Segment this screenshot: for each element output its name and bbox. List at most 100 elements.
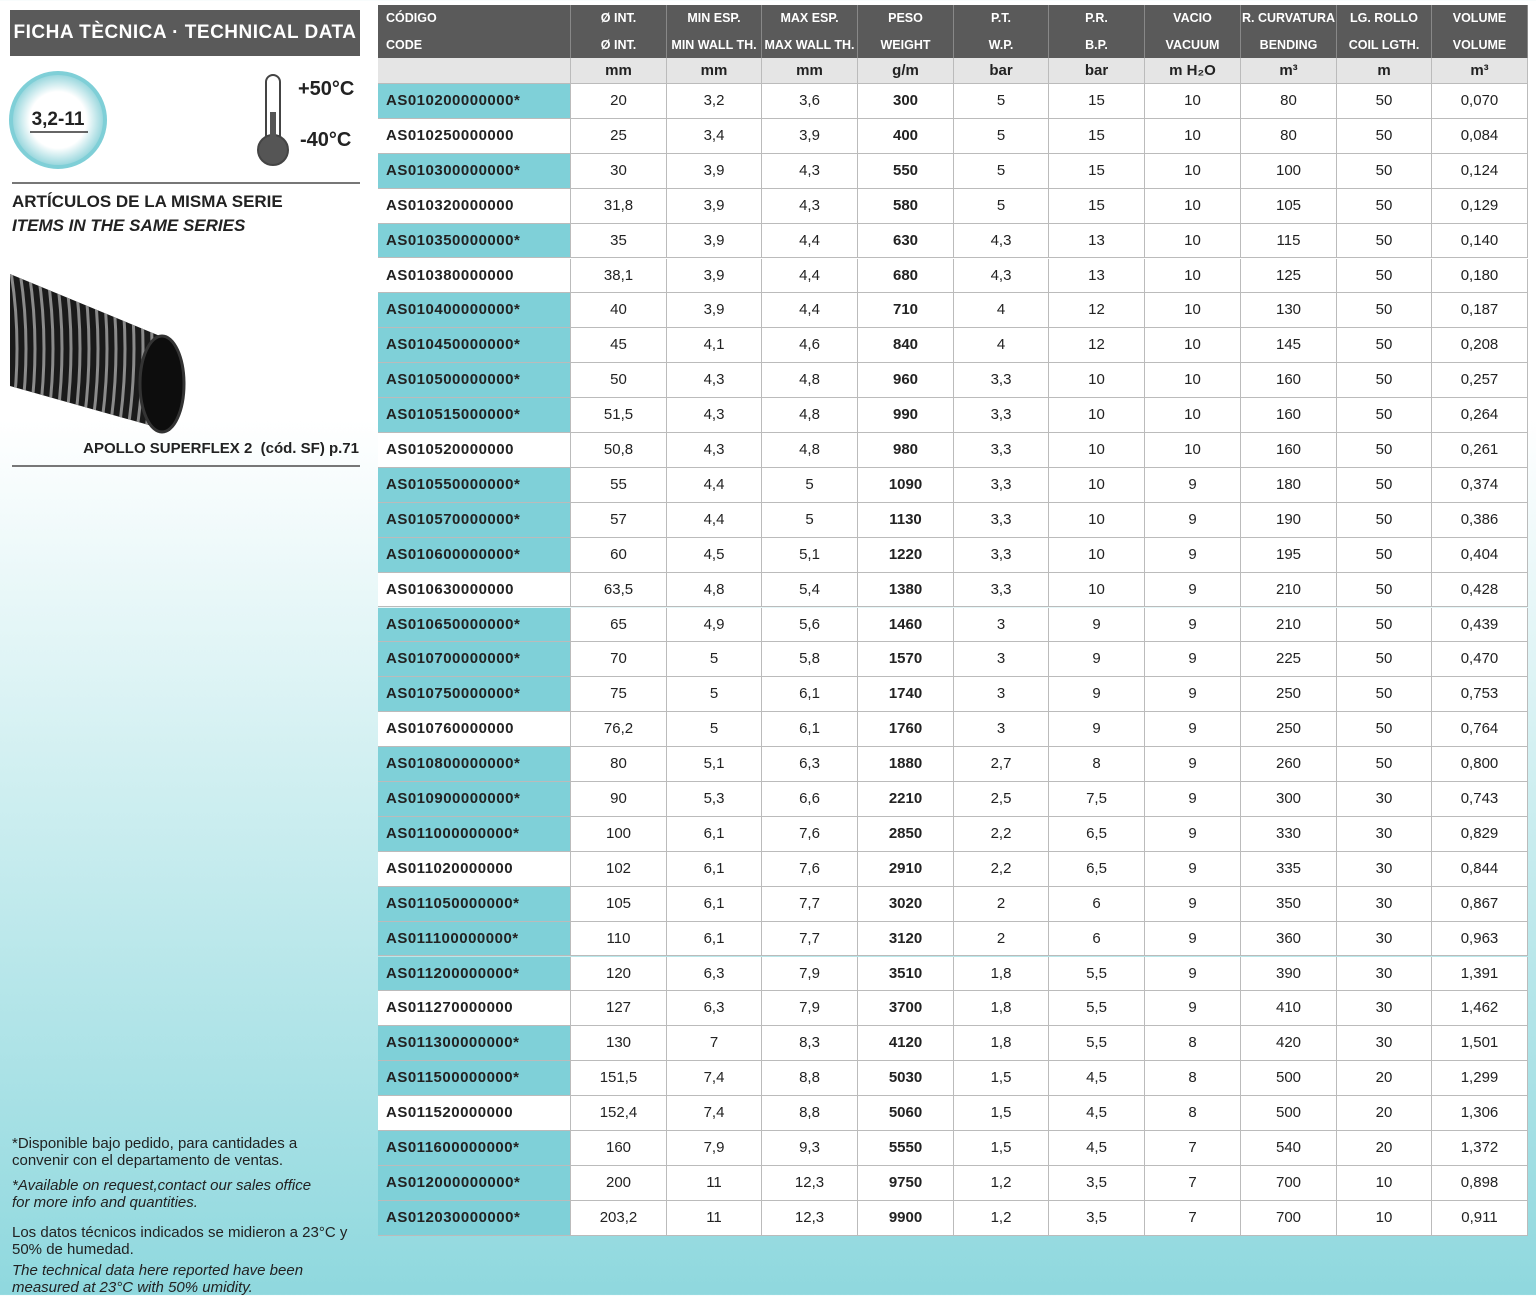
value-cell: 0,829: [1432, 816, 1528, 852]
code-cell: AS010750000000*: [378, 677, 571, 713]
value-cell: 225: [1241, 642, 1337, 678]
value-cell: 7,9: [762, 991, 858, 1027]
value-cell: 7,7: [762, 921, 858, 957]
value-cell: 9: [1145, 537, 1241, 573]
value-cell: 1740: [858, 677, 954, 713]
value-cell: 4,3: [667, 363, 762, 399]
value-cell: 160: [571, 1131, 667, 1166]
code-cell: AS012000000000*: [378, 1165, 571, 1201]
value-cell: 3,5: [1049, 1200, 1145, 1236]
value-cell: 50: [1337, 537, 1432, 573]
code-cell: AS010515000000*: [378, 398, 571, 433]
value-cell: 5: [954, 84, 1049, 119]
value-cell: 3,9: [667, 153, 762, 189]
value-cell: 6,1: [667, 921, 762, 957]
value-cell: 0,470: [1432, 642, 1528, 678]
value-cell: 1,5: [954, 1061, 1049, 1097]
value-cell: 3,3: [954, 398, 1049, 433]
value-cell: 1,372: [1432, 1131, 1528, 1166]
divider: [12, 465, 360, 467]
value-cell: 0,753: [1432, 677, 1528, 713]
value-cell: 580: [858, 188, 954, 224]
header-en: CODE: [378, 32, 571, 58]
value-cell: 9: [1145, 782, 1241, 817]
value-cell: 51,5: [571, 398, 667, 433]
value-cell: 50: [1337, 363, 1432, 399]
value-cell: 300: [1241, 782, 1337, 817]
value-cell: 7,9: [667, 1131, 762, 1166]
value-cell: 2: [954, 886, 1049, 922]
value-cell: 50: [1337, 433, 1432, 468]
value-cell: 5,1: [667, 747, 762, 782]
value-cell: 3,3: [954, 572, 1049, 608]
value-cell: 7,4: [667, 1096, 762, 1131]
value-cell: 11: [667, 1165, 762, 1201]
value-cell: 8,3: [762, 1026, 858, 1062]
value-cell: 65: [571, 607, 667, 643]
value-cell: 15: [1049, 118, 1145, 154]
value-cell: 70: [571, 642, 667, 678]
header-es: P.T.: [954, 5, 1049, 32]
value-cell: 57: [571, 502, 667, 538]
value-cell: 4,4: [762, 258, 858, 294]
value-cell: 710: [858, 293, 954, 329]
value-cell: 10: [1145, 433, 1241, 468]
value-cell: 550: [858, 153, 954, 189]
value-cell: 10: [1049, 537, 1145, 573]
value-cell: 0,404: [1432, 537, 1528, 573]
unit: bar: [954, 58, 1049, 84]
value-cell: 10: [1145, 223, 1241, 259]
header-en: W.P.: [954, 32, 1049, 58]
value-cell: 3,2: [667, 84, 762, 119]
value-cell: 960: [858, 363, 954, 399]
header-es: Ø INT.: [571, 5, 667, 32]
value-cell: 8: [1049, 747, 1145, 782]
value-cell: 7: [1145, 1131, 1241, 1166]
value-cell: 13: [1049, 258, 1145, 294]
value-cell: 10: [1145, 398, 1241, 433]
value-cell: 3: [954, 607, 1049, 643]
header-es: PESO: [858, 5, 954, 32]
code-cell: AS010250000000: [378, 118, 571, 154]
value-cell: 5: [954, 153, 1049, 189]
value-cell: 10: [1049, 363, 1145, 399]
value-cell: 30: [1337, 921, 1432, 957]
value-cell: 0,261: [1432, 433, 1528, 468]
value-cell: 4,4: [667, 467, 762, 503]
code-cell: AS010650000000*: [378, 607, 571, 643]
value-cell: 4,4: [667, 502, 762, 538]
value-cell: 3,9: [667, 293, 762, 329]
value-cell: 4,5: [1049, 1096, 1145, 1131]
value-cell: 25: [571, 118, 667, 154]
value-cell: 7,7: [762, 886, 858, 922]
value-cell: 400: [858, 118, 954, 154]
value-cell: 330: [1241, 816, 1337, 852]
value-cell: 6,1: [667, 851, 762, 887]
value-cell: 125: [1241, 258, 1337, 294]
value-cell: 3: [954, 712, 1049, 748]
value-cell: 0,140: [1432, 223, 1528, 259]
value-cell: 1130: [858, 502, 954, 538]
value-cell: 7,5: [1049, 782, 1145, 817]
value-cell: 420: [1241, 1026, 1337, 1062]
thermometer-icon: [257, 74, 289, 166]
value-cell: 30: [1337, 886, 1432, 922]
value-cell: 540: [1241, 1131, 1337, 1166]
header-en: VOLUME: [1432, 32, 1528, 58]
code-cell: AS011600000000*: [378, 1131, 571, 1166]
value-cell: 8: [1145, 1026, 1241, 1062]
value-cell: 152,4: [571, 1096, 667, 1131]
value-cell: 50,8: [571, 433, 667, 468]
value-cell: 0,084: [1432, 118, 1528, 154]
value-cell: 840: [858, 328, 954, 364]
unit-empty: [378, 58, 571, 84]
value-cell: 9: [1145, 502, 1241, 538]
value-cell: 11: [667, 1200, 762, 1236]
value-cell: 4,8: [762, 363, 858, 399]
value-cell: 4,1: [667, 328, 762, 364]
value-cell: 20: [571, 84, 667, 119]
code-cell: AS012030000000*: [378, 1200, 571, 1236]
value-cell: 20: [1337, 1131, 1432, 1166]
note-conditions-en: The technical data here reported have be…: [12, 1262, 304, 1296]
value-cell: 9: [1145, 886, 1241, 922]
